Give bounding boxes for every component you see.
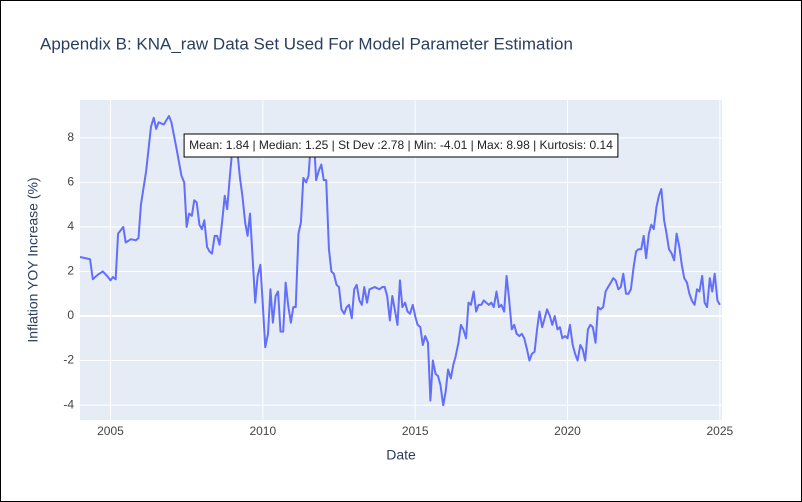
y-tick-label: -2 [63,353,74,367]
y-tick-label: 8 [67,130,74,144]
x-tick-label: 2015 [402,424,429,438]
y-tick-label: -4 [63,397,74,411]
x-tick-label: 2025 [707,424,734,438]
x-axis-label: Date [386,447,416,463]
x-tick-label: 2020 [554,424,581,438]
data-line [79,115,721,407]
y-tick-label: 4 [67,219,74,233]
y-axis-label: Inflation YOY Increase (%) [25,177,41,342]
y-tick-label: 6 [67,175,74,189]
chart-title: Appendix B: KNA_raw Data Set Used For Mo… [40,34,573,53]
annotation-box [183,133,619,158]
annotation-group: Mean: 1.84 | Median: 1.25 | St Dev :2.78… [183,133,619,158]
annotation: Mean: 1.84 | Median: 1.25 | St Dev :2.78… [189,138,613,152]
marks [79,115,721,407]
y-tick-label: 2 [67,264,74,278]
x-tick-label: 2005 [97,424,124,438]
y-tick-label: 0 [67,308,74,322]
x-tick-label: 2010 [249,424,276,438]
